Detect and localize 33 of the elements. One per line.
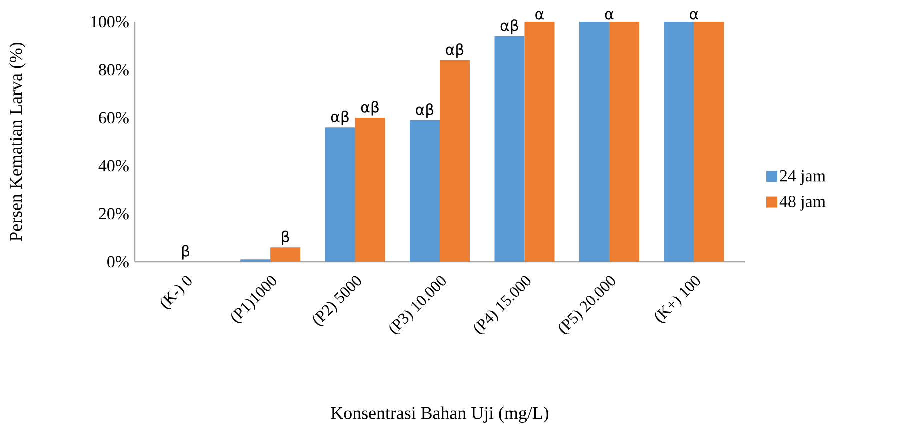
x-tick-label: (K-) 0 xyxy=(160,276,192,310)
bar xyxy=(410,120,440,262)
annotation: αβ xyxy=(416,104,434,118)
y-axis-title: Persen Kematian Larva (%) xyxy=(10,42,26,242)
bar xyxy=(440,60,470,262)
bar xyxy=(664,22,694,262)
legend-label: 24 jam xyxy=(780,170,826,186)
bar xyxy=(579,22,610,262)
annotation: α xyxy=(536,11,544,20)
annotation: α xyxy=(690,11,698,20)
y-tick-label: 0% xyxy=(108,256,129,268)
annotation: αβ xyxy=(361,101,379,116)
bar xyxy=(270,248,301,262)
legend-label: 48 jam xyxy=(780,196,826,211)
y-tick-label: 40% xyxy=(98,160,129,172)
bar xyxy=(494,36,525,262)
annotation: β xyxy=(282,230,290,246)
bar xyxy=(325,128,356,262)
bar xyxy=(609,22,640,262)
annotation: αβ xyxy=(500,20,518,34)
y-tick-label: 80% xyxy=(99,64,129,76)
bar xyxy=(524,22,555,262)
y-tick-label: 60% xyxy=(99,112,129,124)
y-tick-label: 20% xyxy=(99,208,129,220)
x-axis-title: Konsentrasi Bahan Uji (mg/L) xyxy=(331,406,549,424)
y-tick-label: 100% xyxy=(91,16,129,28)
annotation: α xyxy=(605,11,614,20)
x-tick-label: (K+) 100 xyxy=(655,276,700,324)
bar xyxy=(355,118,386,262)
annotation: αβ xyxy=(446,44,464,58)
bar xyxy=(694,22,724,262)
annotation: αβ xyxy=(331,110,349,126)
annotation: β xyxy=(182,245,190,260)
